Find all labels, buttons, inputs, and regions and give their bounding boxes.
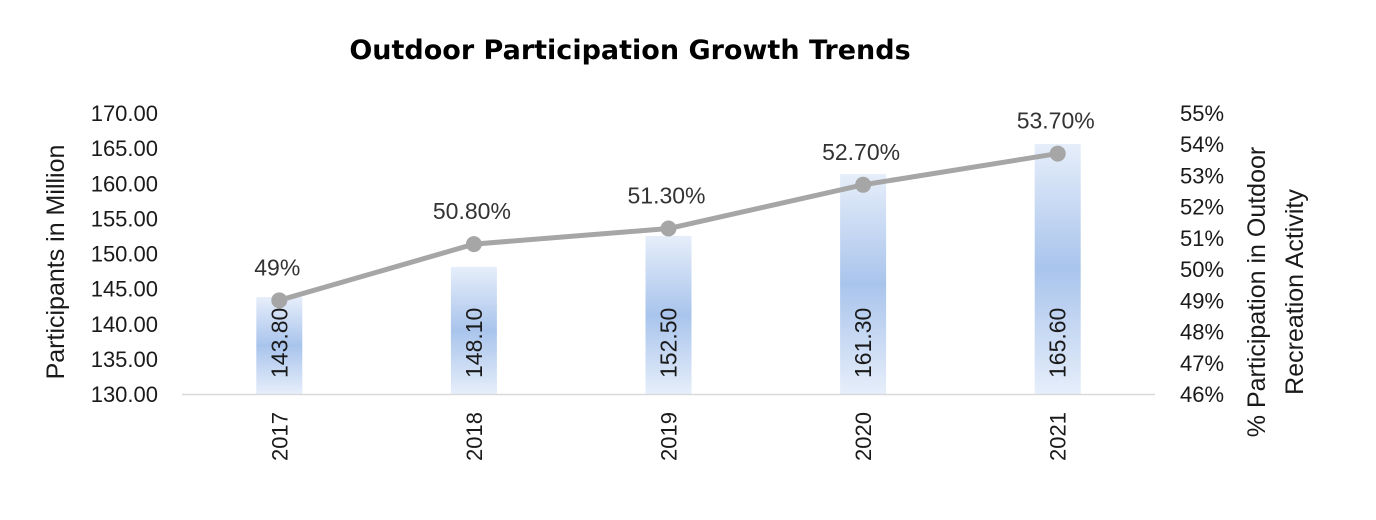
chart-title: Outdoor Participation Growth Trends (349, 35, 910, 66)
y2-axis-label-line1: % Participation in Outdoor (1243, 147, 1271, 437)
y-tick-label: 170.00 (91, 101, 158, 126)
bar-2019 (645, 235, 692, 394)
bar-2018 (450, 266, 497, 394)
y2-axis-label-line2: Recreation Activity (1281, 189, 1309, 395)
bar-data-label: 161.30 (850, 308, 876, 378)
y-axis-label: Participants in Million (42, 145, 70, 380)
bar-2020 (840, 174, 887, 394)
y2-tick-label: 50% (1180, 257, 1224, 282)
line-data-label: 52.70% (822, 139, 900, 165)
x-tick-label: 2020 (851, 412, 876, 461)
y-tick-label: 160.00 (91, 171, 158, 196)
line-point-2019 (660, 220, 677, 237)
line-data-label: 51.30% (627, 183, 705, 209)
y2-tick-label: 49% (1180, 288, 1224, 313)
y-tick-label: 165.00 (91, 136, 158, 161)
y-tick-label: 155.00 (91, 206, 158, 231)
y2-tick-label: 55% (1180, 101, 1224, 126)
x-tick-label: 2019 (657, 412, 682, 461)
y-tick-label: 150.00 (91, 242, 158, 267)
bar-data-label: 165.60 (1045, 308, 1071, 378)
bar-data-label: 143.80 (266, 308, 292, 378)
line-point-2017 (271, 292, 288, 309)
x-tick-label: 2021 (1046, 412, 1071, 461)
line-point-2020 (855, 176, 872, 193)
y2-tick-label: 51% (1180, 226, 1224, 251)
bar-data-label: 148.10 (461, 308, 487, 378)
y-tick-label: 140.00 (91, 312, 158, 337)
line-data-label: 53.70% (1017, 108, 1095, 134)
y-tick-label: 135.00 (91, 347, 158, 372)
y2-tick-label: 53% (1180, 163, 1224, 188)
y2-tick-label: 54% (1180, 132, 1224, 157)
x-tick-label: 2018 (462, 412, 487, 461)
y2-tick-label: 48% (1180, 320, 1224, 345)
line-data-label: 49% (254, 254, 300, 280)
x-tick-label: 2017 (267, 412, 292, 461)
y2-tick-label: 46% (1180, 382, 1224, 407)
bar-data-label: 152.50 (656, 308, 682, 378)
y-tick-label: 145.00 (91, 277, 158, 302)
y-tick-label: 130.00 (91, 382, 158, 407)
line-point-2018 (465, 236, 482, 253)
y2-tick-label: 47% (1180, 351, 1224, 376)
bar-2017 (256, 297, 303, 394)
line-point-2021 (1049, 145, 1066, 162)
y2-tick-label: 52% (1180, 195, 1224, 220)
bar-2021 (1034, 143, 1081, 394)
line-data-label: 50.80% (433, 198, 511, 224)
